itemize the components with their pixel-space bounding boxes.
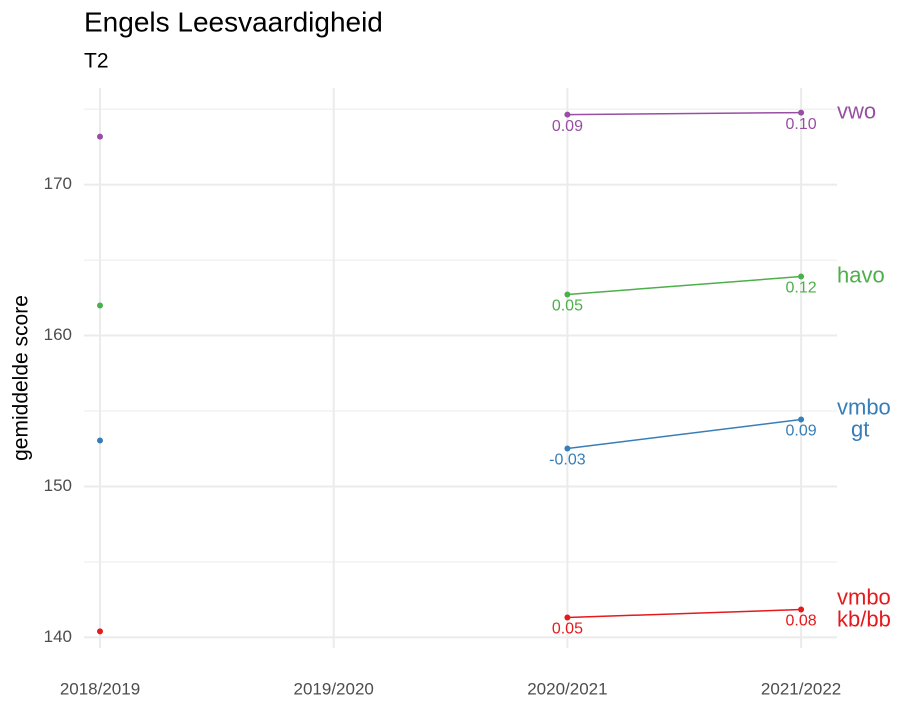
series-label: vwo — [837, 98, 876, 123]
series-line — [567, 418, 802, 450]
series-label: havo — [837, 262, 885, 287]
chart-subtitle: T2 — [84, 50, 109, 73]
x-tick-label: 2021/2022 — [761, 679, 841, 698]
data-label: 0.10 — [786, 116, 817, 133]
point — [564, 111, 571, 118]
y-tick-label: 140 — [44, 627, 72, 646]
y-tick-label: 170 — [44, 174, 72, 193]
series-label: vmbo kb/bb — [837, 584, 891, 631]
series-label-line: vmbo — [837, 584, 891, 609]
series-label-line: kb/bb — [837, 606, 891, 631]
series-line — [567, 275, 802, 296]
x-tick-label: 2020/2021 — [527, 679, 607, 698]
y-tick-label: 150 — [44, 476, 72, 495]
x-tick-label: 2019/2020 — [294, 679, 374, 698]
y-axis-label: gemiddelde score — [10, 295, 33, 461]
point — [564, 445, 571, 452]
data-label: 0.09 — [552, 118, 583, 135]
point — [798, 606, 805, 613]
series-label-line: havo — [837, 262, 885, 287]
data-label: 0.08 — [786, 613, 817, 630]
point — [798, 416, 805, 423]
data-label: -0.03 — [549, 452, 586, 469]
data-label: 0.12 — [786, 280, 817, 297]
series-label-line: gt — [851, 416, 869, 441]
y-tick-label: 160 — [44, 325, 72, 344]
x-tick-label: 2018/2019 — [60, 679, 140, 698]
data-label: 0.05 — [552, 621, 583, 638]
point — [798, 273, 805, 280]
data-label: 0.05 — [552, 298, 583, 315]
series-label: vmbo gt — [837, 394, 891, 441]
point — [798, 109, 805, 116]
point — [97, 628, 103, 635]
point — [97, 133, 103, 140]
data-label: 0.09 — [786, 423, 817, 440]
series-line — [567, 608, 802, 619]
series-line — [567, 111, 802, 116]
series-label-line: vmbo — [837, 394, 891, 419]
point — [564, 614, 571, 621]
series-label-line: vwo — [837, 98, 876, 123]
chart-title: Engels Leesvaardigheid — [84, 6, 383, 37]
point — [564, 291, 571, 298]
point — [97, 437, 103, 444]
point — [97, 302, 103, 309]
